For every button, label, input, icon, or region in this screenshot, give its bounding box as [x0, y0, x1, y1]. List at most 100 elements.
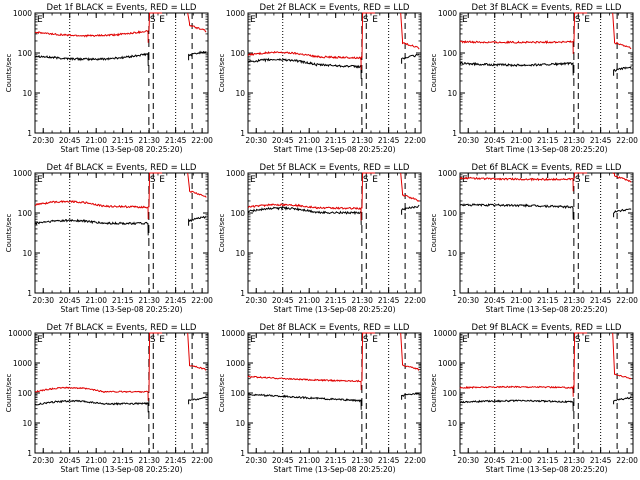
marker-S: S [363, 15, 369, 25]
x-axis-label: Start Time (13-Sep-08 20:25:20) [61, 305, 183, 314]
x-tick-label: 20:45 [272, 296, 294, 305]
x-tick-label: 21:15 [112, 456, 134, 465]
plot-frame [459, 332, 634, 454]
marker-E: E [584, 335, 590, 345]
x-tick-label: 21:00 [510, 136, 532, 145]
x-tick-label: 21:00 [298, 136, 320, 145]
marker-E-start: E [250, 15, 256, 25]
panel-title: Det 7f BLACK = Events, RED = LLD [47, 323, 197, 333]
red-lld-series [459, 40, 574, 54]
black-events-series [459, 399, 574, 412]
y-tick-label: 10000 [221, 329, 245, 338]
x-axis-label: Start Time (13-Sep-08 20:25:20) [274, 305, 396, 314]
x-tick-label: 20:45 [484, 136, 506, 145]
y-tick-label: 1000 [13, 359, 32, 368]
y-axis-label: Counts/sec [430, 374, 438, 413]
x-tick-label: 21:45 [165, 296, 187, 305]
x-tick-label: 20:30 [245, 136, 267, 145]
x-tick-label: 21:30 [138, 296, 160, 305]
x-axis-label: Start Time (13-Sep-08 20:25:20) [486, 305, 608, 314]
y-tick-label: 100 [231, 209, 246, 218]
y-tick-label: 100 [18, 49, 33, 58]
y-axis-label: Counts/sec [5, 374, 13, 413]
y-axis-label: Counts/sec [218, 54, 226, 93]
x-tick-label: 21:00 [298, 296, 320, 305]
x-tick-label: 21:00 [85, 456, 107, 465]
red-lld-series-post [148, 332, 207, 392]
marker-E: E [372, 15, 378, 25]
red-lld-series-post [361, 12, 420, 59]
plot-frame [34, 172, 209, 294]
marker-S: S [363, 175, 369, 185]
x-tick-label: 21:00 [510, 456, 532, 465]
y-tick-label: 1000 [13, 9, 32, 18]
red-lld-series-post [148, 172, 207, 208]
panel-1: Det 1f BLACK = Events, RED = LLD 1 10 100 10… [5, 3, 213, 154]
y-tick-label: 100 [18, 209, 33, 218]
marker-E: E [372, 335, 378, 345]
black-events-series [34, 399, 149, 413]
black-events-series-post [613, 65, 632, 76]
marker-S: S [363, 335, 369, 345]
marker-E-start: E [250, 175, 256, 185]
y-tick-label: 1000 [438, 169, 457, 178]
x-tick-label: 21:15 [112, 136, 134, 145]
y-axis-label: Counts/sec [5, 214, 13, 253]
y-tick-label: 1 [452, 449, 457, 458]
y-axis-label: Counts/sec [218, 374, 226, 413]
black-events-series-post [401, 392, 420, 400]
red-lld-series [247, 375, 362, 391]
panel-title: Det 8f BLACK = Events, RED = LLD [260, 323, 410, 333]
x-tick-label: 21:30 [563, 456, 585, 465]
x-tick-label: 21:00 [510, 296, 532, 305]
panel-2: Det 2f BLACK = Events, RED = LLD 1 10 100 10… [218, 3, 426, 154]
y-axis-label: Counts/sec [430, 214, 438, 253]
panel-7: Det 7f BLACK = Events, RED = LLD 1 10 100 10… [5, 323, 213, 474]
red-lld-series-post [573, 172, 632, 183]
x-tick-label: 20:30 [245, 296, 267, 305]
x-tick-label: 21:45 [165, 136, 187, 145]
plot-frame [459, 172, 634, 294]
red-lld-series [34, 199, 149, 220]
x-tick-label: 22:00 [616, 136, 638, 145]
panel-title: Det 2f BLACK = Events, RED = LLD [260, 3, 410, 13]
red-lld-series [459, 176, 574, 192]
marker-E: E [372, 175, 378, 185]
marker-S: S [575, 175, 581, 185]
x-tick-label: 21:15 [325, 136, 347, 145]
red-lld-series [34, 30, 149, 43]
black-events-series [459, 203, 574, 220]
x-tick-label: 21:15 [537, 456, 559, 465]
y-tick-label: 100 [443, 389, 458, 398]
y-tick-label: 1000 [226, 359, 245, 368]
panel-3: Det 3f BLACK = Events, RED = LLD 1 10 100 10… [430, 3, 638, 154]
y-tick-label: 1 [27, 449, 32, 458]
red-lld-series [247, 50, 362, 71]
x-tick-label: 21:15 [325, 456, 347, 465]
x-tick-label: 20:30 [32, 136, 54, 145]
panel-title: Det 1f BLACK = Events, RED = LLD [47, 3, 197, 13]
marker-S: S [150, 175, 156, 185]
black-events-series-post [613, 208, 632, 218]
y-tick-label: 10 [235, 249, 245, 258]
red-lld-series [247, 203, 362, 221]
x-tick-label: 21:30 [351, 136, 373, 145]
marker-E-start: E [37, 15, 43, 25]
panel-6: Det 6f BLACK = Events, RED = LLD 1 10 100 10… [430, 163, 638, 314]
x-tick-label: 21:15 [112, 296, 134, 305]
marker-S: S [575, 15, 581, 25]
red-lld-series [34, 386, 149, 401]
y-tick-label: 10 [447, 89, 457, 98]
y-tick-label: 100 [18, 389, 33, 398]
marker-E-start: E [462, 335, 468, 345]
y-tick-label: 1 [240, 289, 245, 298]
red-lld-series-post [573, 332, 632, 388]
x-tick-label: 20:30 [457, 136, 479, 145]
x-tick-label: 21:15 [537, 296, 559, 305]
x-tick-label: 20:45 [272, 456, 294, 465]
x-tick-label: 20:45 [272, 136, 294, 145]
panel-title: Det 3f BLACK = Events, RED = LLD [472, 3, 622, 13]
y-tick-label: 10 [235, 89, 245, 98]
panel-title: Det 4f BLACK = Events, RED = LLD [47, 163, 197, 173]
red-lld-series-post [361, 172, 420, 209]
